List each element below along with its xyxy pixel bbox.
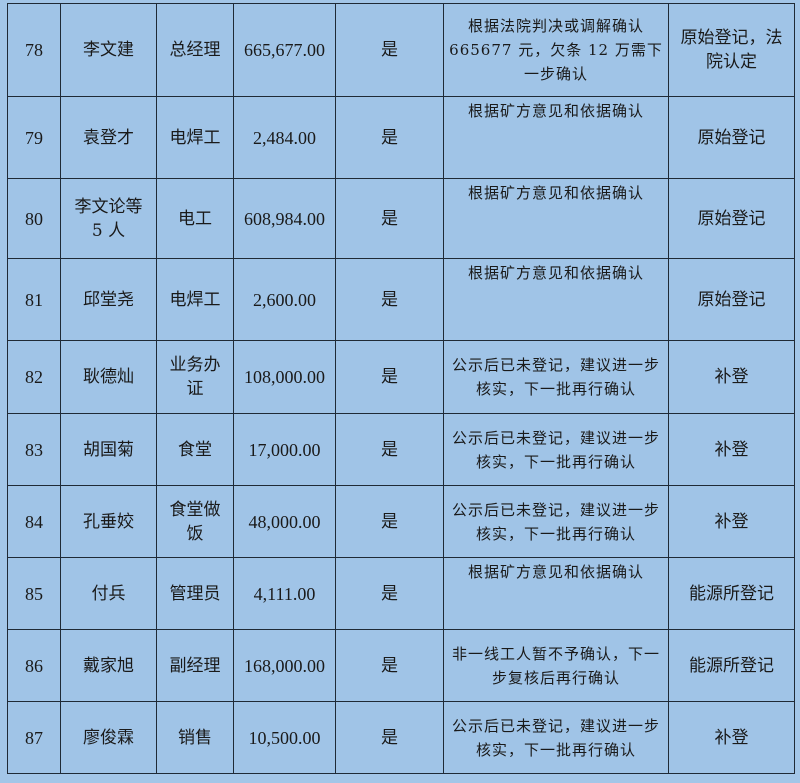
cell-job-title: 电焊工: [156, 96, 234, 179]
cell-person-name: 戴家旭: [60, 629, 157, 702]
cell-job-title: 总经理: [156, 3, 234, 97]
cell-amount: 17,000.00: [233, 413, 336, 486]
records-table: 78 李文建 总经理 665,677.00 是根据法院判决或调解确认665677 元，欠…: [7, 3, 795, 774]
cell-person-name: 孔垂姣: [60, 485, 157, 558]
cell-job-title: 电焊工: [156, 258, 234, 341]
cell-confirmed-flag: 是: [335, 413, 444, 486]
cell-row-number: 87: [7, 701, 61, 774]
cell-row-number: 84: [7, 485, 61, 558]
table-row: 86 戴家旭 副经理 168,000.00 是非一线工人暂不予确认，下一步复核后再行确认…: [7, 629, 795, 702]
cell-note: 公示后已未登记，建议进一步核实，下一批再行确认: [443, 701, 669, 774]
cell-confirmed-flag: 是: [335, 557, 444, 630]
table-row: 82 耿德灿 业务办 证 108,000.00 是公示后已未登记，建议进一步核实，下一批…: [7, 340, 795, 414]
cell-amount: 10,500.00: [233, 701, 336, 774]
cell-job-title: 销售: [156, 701, 234, 774]
cell-row-number: 79: [7, 96, 61, 179]
cell-confirmed-flag: 是: [335, 485, 444, 558]
table-row: 84 孔垂姣 食堂做 饭 48,000.00 是公示后已未登记，建议进一步核实，下一批再…: [7, 485, 795, 558]
cell-amount: 2,600.00: [233, 258, 336, 341]
cell-person-name: 廖俊霖: [60, 701, 157, 774]
cell-source: 补登: [668, 413, 795, 486]
cell-row-number: 85: [7, 557, 61, 630]
cell-row-number: 80: [7, 178, 61, 259]
cell-person-name: 付兵: [60, 557, 157, 630]
cell-note: 根据矿方意见和依据确认: [443, 258, 669, 341]
cell-note: 公示后已未登记，建议进一步核实，下一批再行确认: [443, 413, 669, 486]
cell-note: 根据法院判决或调解确认665677 元，欠条 12 万需下一步确认: [443, 3, 669, 97]
cell-confirmed-flag: 是: [335, 96, 444, 179]
cell-person-name: 邱堂尧: [60, 258, 157, 341]
cell-confirmed-flag: 是: [335, 340, 444, 414]
cell-job-title: 食堂做 饭: [156, 485, 234, 558]
cell-confirmed-flag: 是: [335, 3, 444, 97]
cell-person-name: 胡国菊: [60, 413, 157, 486]
cell-amount: 608,984.00: [233, 178, 336, 259]
cell-note: 非一线工人暂不予确认，下一步复核后再行确认: [443, 629, 669, 702]
table-row: 81 邱堂尧 电焊工 2,600.00 是根据矿方意见和依据确认 原始登记: [7, 258, 795, 341]
table-row: 83 胡国菊 食堂 17,000.00 是公示后已未登记，建议进一步核实，下一批再行确认…: [7, 413, 795, 486]
cell-person-name: 袁登才: [60, 96, 157, 179]
cell-row-number: 83: [7, 413, 61, 486]
cell-note: 根据矿方意见和依据确认: [443, 178, 669, 259]
cell-source: 原始登记，法 院认定: [668, 3, 795, 97]
table-row: 85 付兵 管理员 4,111.00 是根据矿方意见和依据确认 能源所登记: [7, 557, 795, 630]
cell-source: 原始登记: [668, 258, 795, 341]
cell-source: 补登: [668, 485, 795, 558]
cell-row-number: 86: [7, 629, 61, 702]
cell-person-name: 耿德灿: [60, 340, 157, 414]
cell-job-title: 食堂: [156, 413, 234, 486]
cell-amount: 2,484.00: [233, 96, 336, 179]
cell-confirmed-flag: 是: [335, 258, 444, 341]
table-row: 79 袁登才 电焊工 2,484.00 是根据矿方意见和依据确认 原始登记: [7, 96, 795, 179]
cell-confirmed-flag: 是: [335, 629, 444, 702]
cell-row-number: 81: [7, 258, 61, 341]
cell-source: 补登: [668, 340, 795, 414]
cell-person-name: 李文建: [60, 3, 157, 97]
cell-note: 公示后已未登记，建议进一步核实，下一批再行确认: [443, 340, 669, 414]
cell-person-name: 李文论等 5 人: [60, 178, 157, 259]
cell-source: 原始登记: [668, 178, 795, 259]
cell-confirmed-flag: 是: [335, 178, 444, 259]
cell-source: 能源所登记: [668, 629, 795, 702]
cell-source: 补登: [668, 701, 795, 774]
cell-job-title: 业务办 证: [156, 340, 234, 414]
cell-amount: 48,000.00: [233, 485, 336, 558]
cell-amount: 4,111.00: [233, 557, 336, 630]
cell-row-number: 82: [7, 340, 61, 414]
cell-amount: 108,000.00: [233, 340, 336, 414]
table-row: 87 廖俊霖 销售 10,500.00 是公示后已未登记，建议进一步核实，下一批再行确认…: [7, 701, 795, 774]
cell-job-title: 管理员: [156, 557, 234, 630]
cell-job-title: 电工: [156, 178, 234, 259]
cell-source: 能源所登记: [668, 557, 795, 630]
cell-amount: 665,677.00: [233, 3, 336, 97]
cell-note: 根据矿方意见和依据确认: [443, 557, 669, 630]
table-row: 78 李文建 总经理 665,677.00 是根据法院判决或调解确认665677 元，欠…: [7, 3, 795, 97]
cell-amount: 168,000.00: [233, 629, 336, 702]
cell-job-title: 副经理: [156, 629, 234, 702]
cell-note: 根据矿方意见和依据确认: [443, 96, 669, 179]
cell-row-number: 78: [7, 3, 61, 97]
table-row: 80 李文论等 5 人电工 608,984.00 是根据矿方意见和依据确认 原始登记: [7, 178, 795, 259]
cell-source: 原始登记: [668, 96, 795, 179]
cell-note: 公示后已未登记，建议进一步核实，下一批再行确认: [443, 485, 669, 558]
cell-confirmed-flag: 是: [335, 701, 444, 774]
